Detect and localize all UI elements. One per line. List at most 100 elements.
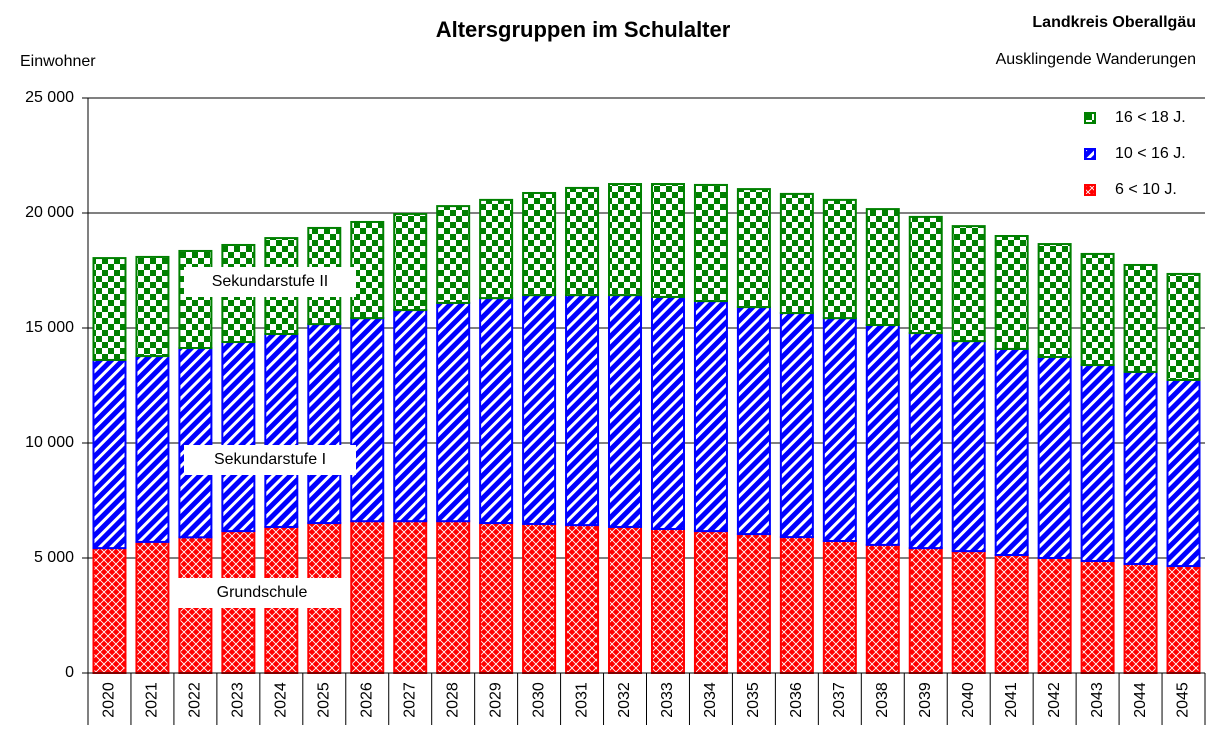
bar-segment (479, 297, 514, 525)
bar-segment (436, 520, 471, 675)
x-tick-label: 2036 (788, 682, 805, 718)
x-tick-label: 2020 (101, 682, 118, 718)
x-tick-label: 2027 (401, 682, 418, 718)
annotation-box (176, 578, 348, 608)
chart-note: Ausklingende Wanderungen (996, 51, 1196, 68)
bar-segment (951, 550, 986, 674)
bar-segment (350, 520, 385, 675)
bar-segment (135, 540, 170, 675)
x-tick-label: 2029 (487, 682, 504, 718)
x-tick-label: 2043 (1089, 682, 1106, 718)
bar-segment (736, 306, 771, 536)
x-tick-label: 2028 (444, 682, 461, 718)
bar-segment (779, 536, 814, 674)
bar-segment (693, 183, 728, 303)
bar-segment (350, 220, 385, 320)
bar-segment (608, 183, 643, 297)
chart-title: Altersgruppen im Schulalter (436, 17, 731, 42)
x-tick-label: 2044 (1132, 682, 1149, 718)
x-tick-label: 2021 (144, 682, 161, 718)
bar-segment (1166, 378, 1201, 568)
x-tick-label: 2032 (616, 682, 633, 718)
bar-segment (822, 198, 857, 320)
bar-segment (693, 300, 728, 533)
bar-segment (565, 186, 600, 297)
bar-segment (565, 524, 600, 674)
x-tick-label: 2033 (659, 682, 676, 718)
y-tick-label: 15 000 (25, 319, 74, 336)
bar-segment (565, 294, 600, 527)
bar-segment (608, 525, 643, 675)
bar-segment (479, 198, 514, 300)
bar-segment (908, 547, 943, 674)
bar-segment (1080, 559, 1115, 674)
bar-segment (92, 358, 127, 550)
y-tick-label: 10 000 (25, 434, 74, 451)
bar-segment (92, 547, 127, 674)
x-tick-label: 2024 (273, 682, 290, 718)
x-tick-label: 2025 (316, 682, 333, 718)
annotation-box (184, 267, 356, 297)
bar-segment (865, 208, 900, 327)
bar-segment (822, 539, 857, 674)
x-tick-label: 2040 (960, 682, 977, 718)
bar-segment (92, 257, 127, 361)
y-axis-label: Einwohner (20, 53, 96, 70)
bar-segment (436, 301, 471, 523)
x-tick-label: 2030 (530, 682, 547, 718)
bar-segment (135, 255, 170, 358)
bar-segment (522, 522, 557, 675)
bar-segment (1166, 565, 1201, 674)
legend-label: 6 < 10 J. (1115, 181, 1177, 198)
legend-marker (1084, 148, 1096, 160)
bar-segment (779, 312, 814, 539)
bar-segment (736, 188, 771, 309)
x-tick-label: 2037 (831, 682, 848, 718)
bar-segment (1080, 364, 1115, 562)
bar-segment (1080, 252, 1115, 367)
bar-segment (1037, 557, 1072, 674)
legend-label: 16 < 18 J. (1115, 109, 1186, 126)
bar-segment (608, 294, 643, 528)
y-tick-label: 0 (65, 664, 74, 681)
annotation-box (184, 445, 356, 475)
legend-marker (1084, 184, 1096, 196)
bar-segment (393, 309, 428, 523)
annotation: Grundschule (217, 584, 308, 601)
bar-segment (307, 323, 342, 525)
bar-segment (951, 340, 986, 553)
x-tick-label: 2045 (1175, 682, 1192, 718)
x-tick-label: 2022 (187, 682, 204, 718)
bar-segment (1123, 562, 1158, 674)
bar-segment (650, 528, 685, 675)
bar-segment (1166, 272, 1201, 381)
bar-segment (178, 347, 213, 539)
bar-segment (650, 183, 685, 298)
bar-segment (1037, 355, 1072, 560)
x-tick-label: 2023 (230, 682, 247, 718)
bar-segment (1123, 263, 1158, 373)
bar-segment (1037, 243, 1072, 358)
x-tick-label: 2031 (573, 682, 590, 718)
bar-segment (350, 317, 385, 523)
bar-segment (994, 347, 1029, 557)
bar-segment (951, 225, 986, 343)
annotation: Sekundarstufe I (214, 451, 326, 468)
y-tick-label: 25 000 (25, 89, 74, 106)
bar-segment (393, 212, 428, 312)
bar-segment (736, 533, 771, 675)
legend-label: 10 < 16 J. (1115, 145, 1186, 162)
y-tick-label: 20 000 (25, 204, 74, 221)
x-tick-label: 2038 (874, 682, 891, 718)
bar-segment (522, 294, 557, 525)
bar-segment (779, 192, 814, 315)
chart-subtitle: Landkreis Oberallgäu (1032, 14, 1196, 31)
bar-segment (479, 522, 514, 674)
x-tick-label: 2039 (917, 682, 934, 718)
bar-segment (264, 332, 299, 528)
bar-segment (522, 191, 557, 297)
bar-segment (994, 554, 1029, 675)
x-tick-label: 2035 (745, 682, 762, 718)
bar-segment (693, 530, 728, 675)
x-tick-label: 2034 (702, 682, 719, 718)
